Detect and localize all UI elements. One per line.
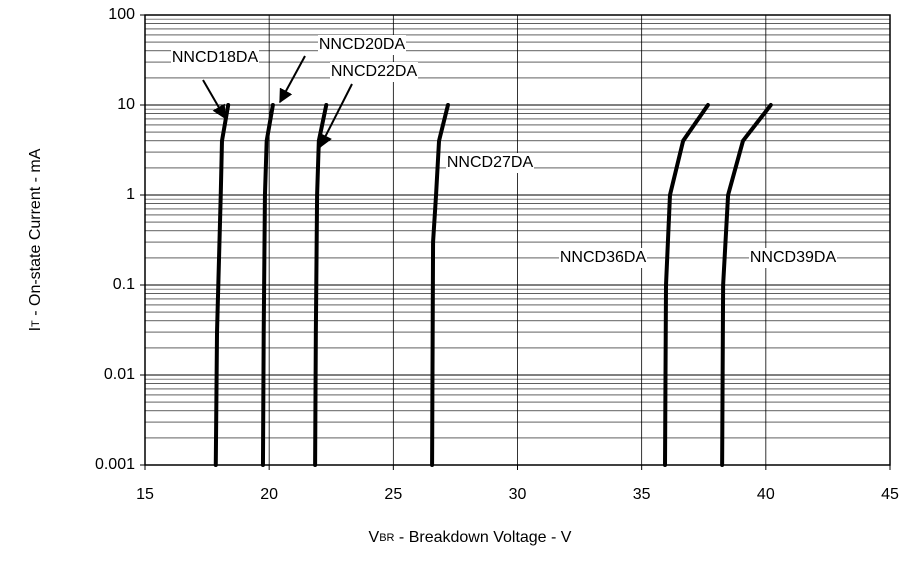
series-label: NNCD27DA (447, 154, 534, 171)
series-line (720, 103, 773, 467)
y-tick-label: 10 (117, 96, 135, 113)
x-axis-label: VBR - Breakdown Voltage - V (369, 529, 572, 546)
x-tick-label: 35 (633, 486, 651, 503)
plot-frame (144, 14, 891, 466)
series-label: NNCD20DA (319, 36, 406, 53)
y-tick-label: 0.01 (104, 366, 135, 383)
series-label: NNCD36DA (560, 249, 647, 266)
label-background (330, 62, 418, 82)
series-line (313, 103, 329, 467)
series-label: NNCD18DA (172, 49, 259, 66)
label-arrow (279, 55, 306, 104)
label-background (171, 48, 259, 68)
label-background (318, 35, 406, 55)
y-tick-label: 0.001 (95, 456, 135, 473)
series-line (213, 103, 231, 467)
label-arrow (202, 79, 226, 120)
x-tick-label: 40 (757, 486, 775, 503)
y-axis-label: IT - On-state Current - mA (27, 148, 44, 331)
label-background (559, 248, 647, 268)
x-tick-label: 30 (509, 486, 527, 503)
series-label: NNCD22DA (331, 63, 418, 80)
x-tick-label: 20 (260, 486, 278, 503)
label-arrow (319, 83, 353, 149)
x-tick-label: 25 (384, 486, 402, 503)
series-line (260, 103, 275, 467)
series-line (663, 103, 710, 467)
y-tick-label: 100 (108, 6, 135, 23)
series-label: NNCD39DA (750, 249, 837, 266)
series-line (430, 103, 450, 467)
x-tick-label: 15 (136, 486, 154, 503)
y-tick-label: 1 (126, 186, 135, 203)
y-tick-label: 0.1 (113, 276, 135, 293)
label-background (446, 153, 534, 173)
x-tick-label: 45 (881, 486, 899, 503)
label-background (749, 248, 837, 268)
